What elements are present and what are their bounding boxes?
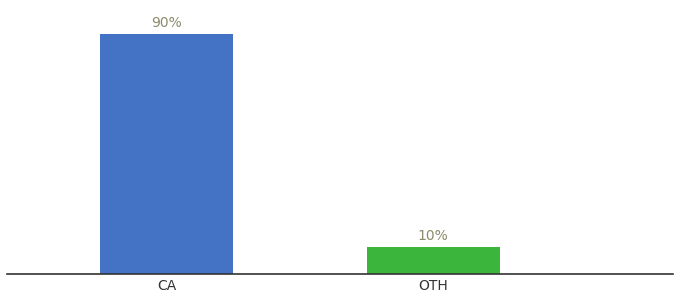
Bar [367, 248, 500, 274]
Text: 10%: 10% [418, 230, 449, 244]
Text: 90%: 90% [152, 16, 182, 30]
Bar [100, 34, 233, 274]
